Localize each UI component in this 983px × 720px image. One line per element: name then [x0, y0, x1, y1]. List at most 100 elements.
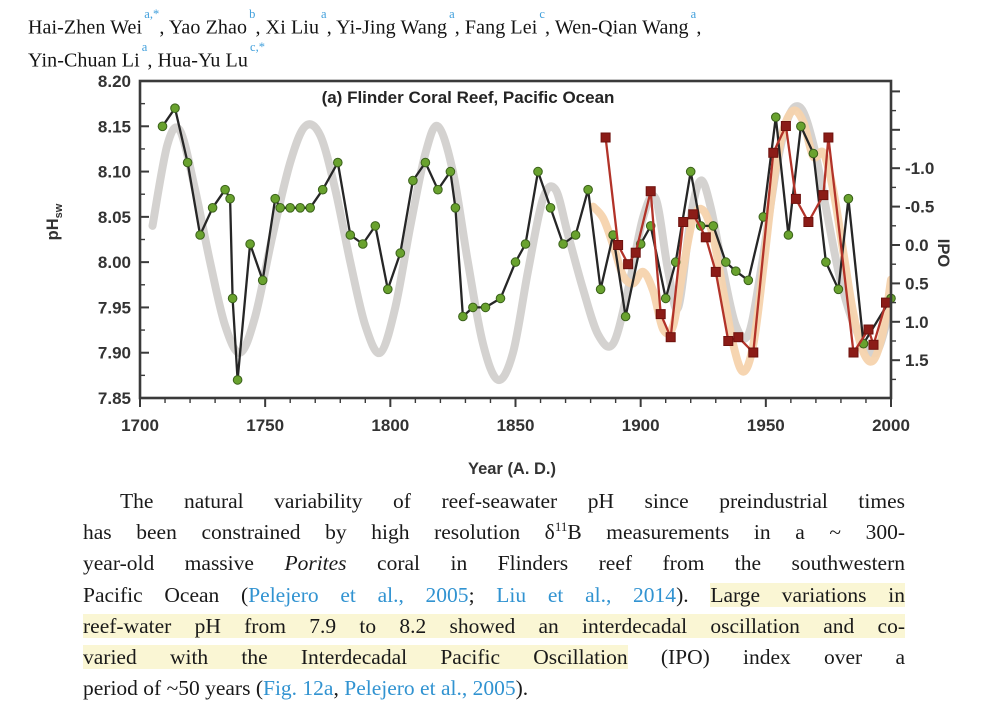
author-affiliation-superscript: c,* [249, 39, 266, 54]
ipo-data-point [881, 297, 891, 308]
paragraph-line: Pacific Ocean (Pelejero et al., 2005; Li… [83, 580, 905, 611]
y-right-tick-label: 0.0 [905, 236, 929, 255]
ph-data-point [170, 103, 180, 113]
ph-data-point [433, 184, 443, 195]
ph-data-point [182, 157, 193, 168]
ph-data-point [783, 230, 794, 240]
data-series [157, 103, 896, 385]
ph-data-point [495, 293, 506, 304]
author-affiliation-superscript: a,* [144, 7, 160, 21]
ph-data-point [570, 230, 581, 240]
author-name: Yao Zhao [168, 16, 248, 39]
ph-data-point [225, 193, 235, 204]
ph-data-point [420, 157, 431, 168]
ph-data-point [458, 311, 468, 322]
ipo-data-point [710, 266, 721, 277]
citation-link[interactable]: Liu et al., 2014 [496, 582, 677, 607]
ipo-data-point [848, 347, 859, 358]
highlighted-segment: varied with the Interdecadal Pacific Osc… [83, 644, 628, 669]
ph-data-point [771, 112, 781, 122]
y-left-tick-label: 8.10 [98, 163, 131, 182]
author-affiliation-superscript: a [321, 7, 327, 21]
axis-tick-labels: 1700 1750 1800 1850 1900 1950 2000 8.20 8.15 8.10… [98, 72, 934, 435]
y-left-tick-label: 8.15 [98, 117, 131, 136]
ph-data-point [270, 193, 281, 204]
ipo-data-point [678, 217, 689, 227]
abstract-paragraph: The natural variability of reef-seawater… [83, 486, 905, 704]
ph-label-subscript: sw [53, 203, 65, 218]
ph-data-point [660, 293, 671, 304]
ph-data-point [345, 230, 356, 240]
author-affiliation-superscript: b [249, 7, 256, 21]
y-left-tick-label: 8.20 [98, 72, 131, 91]
author-name: Xi Liu [265, 16, 320, 39]
x-tick-label: 1750 [246, 416, 284, 435]
citation-link[interactable]: Pelejero et al., 2005 [344, 676, 516, 701]
ph-data-point [295, 203, 306, 213]
y-axis-right-label: IPO [934, 239, 952, 268]
x-tick-label: 1800 [371, 416, 409, 435]
x-tick-label: 1850 [497, 416, 535, 435]
ph-data-point [358, 239, 368, 249]
x-tick-label: 1950 [747, 416, 785, 435]
author-name: Fang Lei [464, 16, 538, 39]
ph-data-point [480, 302, 491, 313]
text-segment: Pacific Ocean ( [83, 582, 249, 607]
x-axis-label: Year (A. D.) [468, 460, 556, 478]
x-tick-label: 1900 [622, 416, 660, 435]
citation-link[interactable]: Fig. 12a [263, 676, 334, 701]
ph-data-point [468, 302, 478, 313]
paragraph-line: has been constrained by high resolution … [83, 517, 905, 548]
text-segment: ). [676, 582, 711, 607]
paragraph-line: varied with the Interdecadal Pacific Osc… [83, 642, 905, 673]
ph-data-point [285, 203, 296, 213]
ipo-data-point [723, 336, 734, 346]
paragraph-line: The natural variability of reef-seawater… [83, 486, 905, 517]
ipo-data-point [700, 232, 711, 243]
ph-data-point [731, 266, 741, 277]
text-segment: (IPO) index over a [627, 644, 905, 669]
ipo-data-point [630, 247, 641, 258]
ph-label-text: pH [44, 218, 62, 240]
author-name: Hai-Zhen Wei [28, 16, 143, 39]
axis-ticks [139, 80, 900, 407]
ph-data-point [220, 184, 230, 195]
ph-data-point [545, 203, 556, 213]
italic-segment: Porites [284, 551, 347, 576]
text-segment: B measurements in a ~ 300- [567, 520, 905, 545]
ph-series [157, 103, 896, 385]
ph-data-point [232, 375, 243, 385]
paragraph-line: year-old massive Porites coral in Flinde… [83, 548, 905, 579]
author-affiliation-superscript: a [449, 7, 455, 21]
ipo-data-point [600, 132, 611, 143]
superscript-segment: 11 [554, 519, 568, 535]
ph-data-point [520, 239, 531, 249]
author-byline: Hai-Zhen Weia,*, Yao Zhaob, Xi Liua, Yi-… [28, 7, 958, 74]
citation-link[interactable]: Pelejero et al., 2005 [248, 582, 469, 607]
ph-data-point [207, 203, 218, 213]
y-right-tick-label: 0.5 [905, 274, 929, 293]
ph-data-point [821, 257, 831, 267]
ph-data-point [305, 203, 316, 213]
x-tick-label: 2000 [872, 416, 910, 435]
author-name: Wen-Qian Wang [554, 16, 689, 39]
text-segment: coral in Flinders reef from the southwes… [346, 551, 905, 576]
ipo-data-point [623, 259, 634, 270]
ipo-data-point [645, 186, 656, 197]
ph-data-point [275, 203, 286, 213]
ph-data-point [195, 230, 205, 240]
author-name: Hua-Yu Lu [157, 49, 248, 72]
y-right-tick-label: -0.5 [905, 198, 934, 217]
y-left-tick-label: 7.95 [98, 298, 131, 317]
ph-data-point [445, 166, 456, 177]
ph-data-point [708, 221, 719, 231]
ph-data-point [333, 157, 343, 168]
y-left-tick-label: 7.90 [98, 344, 131, 363]
ph-data-point [721, 257, 731, 267]
author-name: Yi-Jing Wang [336, 16, 448, 39]
y-right-tick-label: -1.0 [905, 159, 934, 178]
ipo-data-point [655, 309, 666, 320]
ph-data-point [370, 221, 381, 231]
ipo-data-point [823, 132, 834, 143]
